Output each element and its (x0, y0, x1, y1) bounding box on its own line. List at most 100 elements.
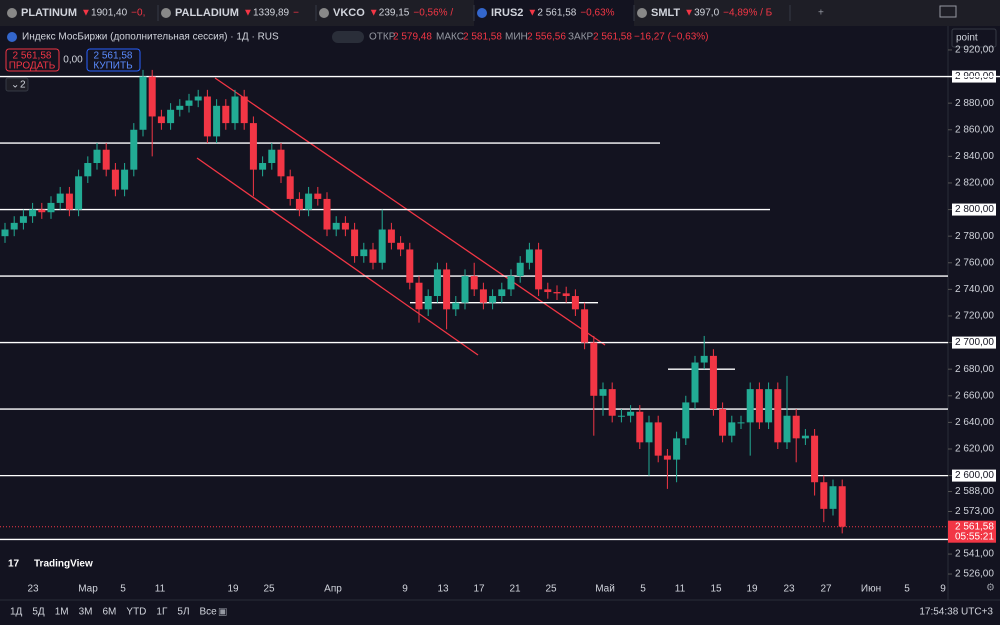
y-tick-label: 2 800,00 (955, 204, 994, 215)
range-button[interactable]: 1Д (10, 607, 23, 618)
range-button[interactable]: 5Л (177, 607, 189, 618)
tab-price: 1901,40 (91, 8, 128, 19)
x-tick-label: 5 (120, 584, 126, 595)
tab-symbol[interactable]: PLATINUM (21, 7, 77, 19)
x-tick-label: 9 (940, 584, 946, 595)
candle-body (130, 129, 138, 170)
active-tab[interactable] (474, 0, 634, 26)
y-tick-label: 2 860,00 (955, 124, 994, 135)
candle-body (121, 169, 129, 190)
logo-icon: 17 (8, 559, 20, 570)
tab-icon (7, 8, 17, 18)
candle-body (157, 116, 165, 124)
candle-body (213, 105, 221, 137)
spread: 0,00 (63, 55, 83, 66)
candle-body (167, 109, 175, 124)
low-value: 2 556,56 (527, 32, 566, 43)
candle-body (535, 249, 543, 290)
candle-body (590, 342, 598, 396)
candle-body (185, 100, 193, 106)
candle-body (332, 222, 340, 230)
y-tick-label: 2 600,00 (955, 470, 994, 481)
candle-body (746, 389, 754, 423)
candle-body (599, 389, 607, 396)
candle-body (397, 242, 405, 250)
candle-body (811, 435, 819, 483)
candle-body (102, 149, 110, 170)
settings-icon[interactable]: ⚙ (986, 583, 995, 594)
x-tick-label: 19 (227, 584, 239, 595)
candle-body (838, 486, 846, 527)
candle-body (479, 289, 487, 303)
candle-body (801, 435, 809, 439)
x-tick-label: 23 (783, 584, 795, 595)
range-button[interactable]: YTD (126, 607, 146, 618)
search-box[interactable] (951, 28, 997, 48)
range-button[interactable]: 1М (55, 607, 69, 618)
tab-price: 397,0 (694, 8, 719, 19)
candle-body (452, 302, 460, 310)
range-button[interactable]: 3М (79, 607, 93, 618)
x-tick-label: 5 (640, 584, 646, 595)
sell-price: 2 561,58 (13, 51, 52, 62)
low-label: МИН (505, 32, 528, 43)
candle-body (673, 438, 681, 460)
tab-symbol[interactable]: SMLT (651, 7, 680, 19)
x-tick-label: 11 (155, 584, 166, 595)
x-tick-label: 27 (820, 584, 832, 595)
x-tick-label: 17 (473, 584, 485, 595)
tab-change: −0,63% (580, 8, 614, 19)
buy-button[interactable] (86, 48, 141, 72)
y-tick-label: 2 700,00 (955, 337, 994, 348)
close-value: 2 561,58 (593, 32, 632, 43)
calendar-icon[interactable]: ▣ (218, 607, 227, 618)
new-tab[interactable]: + (818, 8, 824, 19)
sell-button[interactable] (5, 48, 60, 72)
x-tick-label: 13 (437, 584, 449, 595)
candle-body (571, 296, 579, 310)
candle-body (553, 292, 561, 294)
candle-body (470, 276, 478, 290)
tab-symbol[interactable]: IRUS2 (491, 7, 523, 19)
indicator-toggle[interactable] (5, 77, 29, 92)
x-tick-label: 9 (402, 584, 408, 595)
tab-change: −0,56% / (413, 8, 453, 19)
candle-body (700, 355, 708, 363)
open-label: ОТКР (369, 32, 396, 43)
x-tick-label: 5 (904, 584, 910, 595)
candle-body (378, 229, 386, 263)
toggle[interactable] (332, 31, 364, 43)
range-button[interactable]: 5Д (32, 607, 45, 618)
candle-body (691, 362, 699, 403)
candle-body (792, 415, 800, 439)
indicator-arrow: ⌄ (11, 80, 19, 91)
candle-body (47, 202, 55, 213)
candle-body (84, 163, 92, 177)
tab-symbol[interactable]: PALLADIUM (175, 7, 239, 19)
channel-upper (214, 77, 606, 346)
tab-symbol[interactable]: VKCO (333, 7, 365, 19)
y-tick-label: 2 820,00 (955, 178, 994, 189)
candle-body (38, 209, 46, 213)
candle-body (19, 216, 27, 223)
x-tick-label: Мар (78, 584, 98, 595)
high-value: 2 581,58 (463, 32, 502, 43)
y-tick-box (952, 336, 996, 349)
layout-icon[interactable] (939, 5, 957, 18)
tab-icon (477, 8, 487, 18)
range-button[interactable]: 6М (103, 607, 117, 618)
candle-body (461, 276, 469, 303)
last-price-box (948, 520, 996, 543)
range-button[interactable]: 1Г (156, 607, 168, 618)
buy-label: КУПИТЬ (93, 61, 133, 72)
candle-body (323, 198, 331, 230)
candle-body (75, 176, 83, 210)
candle-body (259, 163, 267, 170)
candle-body (820, 482, 828, 509)
candle-body (222, 105, 230, 124)
range-button[interactable]: Все (200, 607, 218, 618)
candle-body (351, 229, 359, 257)
tab-icon (637, 8, 647, 18)
